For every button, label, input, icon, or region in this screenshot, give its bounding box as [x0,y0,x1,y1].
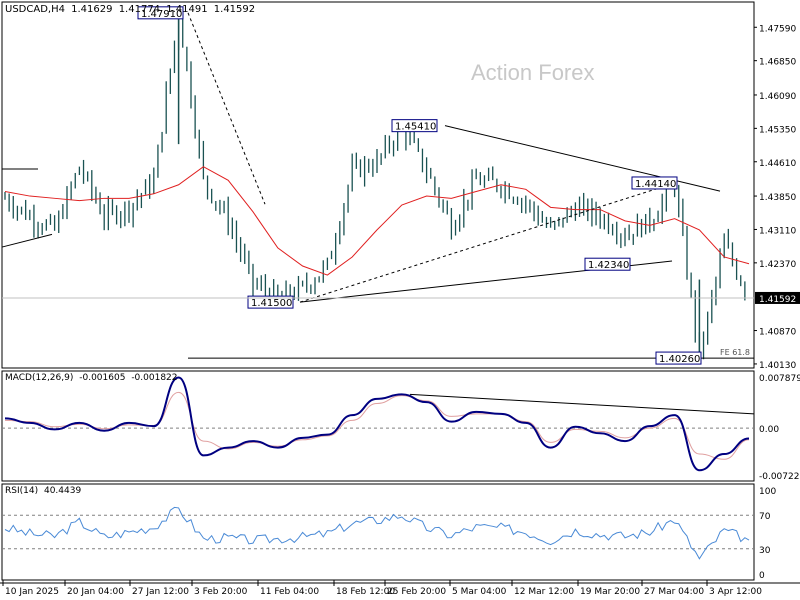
rsi-tick-label: 0 [759,571,765,581]
fe-label: FE 61.8 [720,348,750,357]
macd-main-value: -0.001605 [79,373,126,383]
rsi-tick-label: 70 [759,512,771,522]
price-tick-label: 1.40870 [759,328,796,338]
macd-tick-label: 0.007879 [759,374,800,384]
price-label-late-mar-high: 1.44140 [635,179,676,190]
price-label-apr-low: 1.40260 [659,354,700,365]
watermark: Action Forex [471,60,595,85]
price-tick-label: 1.46850 [759,58,796,68]
macd-divergence-line [409,393,755,415]
current-price-tag [755,291,800,304]
rsi-tick-label: 30 [759,546,771,556]
time-tick-label: 3 Apr 12:00 [709,587,762,597]
time-tick-label: 19 Mar 20:00 [580,587,640,597]
rsi-line [4,506,750,560]
time-tick-label: 27 Mar 04:00 [644,587,704,597]
rsi-tick-label: 100 [759,487,776,497]
time-tick-label: 11 Feb 04:00 [260,587,319,597]
rsi-value: 40.4439 [43,486,82,496]
macd-title: MACD(12,26,9) -0.001605 -0.001822 [5,373,181,383]
symbol-label: USDCAD,H4 [5,4,65,15]
label-box-mar-high [391,119,438,133]
dashed-channel-line [299,182,676,303]
macd-name: MACD(12,26,9) [5,373,74,383]
price-tick-label: 1.43110 [759,226,796,236]
label-box-mar-low [584,257,631,271]
macd-tick-label: -0.007229 [759,472,800,482]
price-tick-label: 1.47590 [759,24,796,34]
price-label-peak: 1.47910 [141,9,182,20]
rsi-title: RSI(14) 40.4439 [5,486,84,496]
retracement-dashed-line [187,12,266,205]
macd-line [4,376,750,472]
price-tick-label: 1.42370 [759,260,796,270]
price-label-mar-high: 1.45410 [395,122,436,133]
time-tick-label: 18 Feb 12:00 [336,587,395,597]
current-price-value: 1.41592 [759,295,796,305]
price-label-mar-low: 1.42340 [588,260,629,271]
price-tick-label: 1.46090 [759,92,796,102]
time-tick-label: 25 Feb 20:00 [387,587,446,597]
trendline-left-bottom [1,233,53,248]
price-panel-frame [1,1,755,369]
label-box-late-mar-high [631,176,678,190]
label-box-feb-low [247,295,294,309]
macd-signal-line [4,391,750,460]
close-value: 1.41592 [213,4,256,15]
time-tick-label: 12 Mar 12:00 [514,587,574,597]
high-value: 1.41774 [118,4,161,15]
moving-average-line [4,166,750,276]
low-value: 1.41491 [166,4,208,15]
macd-panel-frame [1,370,755,482]
time-tick-label: 3 Feb 20:00 [194,587,248,597]
rsi-panel-frame [1,483,755,581]
rsi-name: RSI(14) [5,486,39,496]
label-box-peak [137,6,184,20]
chart-header: USDCAD,H4 1.41629 1.41774 1.41491 1.4159… [5,4,258,15]
open-value: 1.41629 [71,4,113,15]
resistance-trendline [444,125,721,192]
time-tick-label: 27 Jan 12:00 [132,587,189,597]
price-tick-label: 1.40130 [759,361,796,371]
macd-tick-label: 0.00 [759,425,779,435]
label-box-apr-low [655,351,702,365]
price-tick-label: 1.43850 [759,193,796,203]
price-label-feb-low: 1.41500 [251,298,292,309]
time-tick-label: 5 Mar 04:00 [452,587,507,597]
price-tick-label: 1.44610 [759,159,796,169]
price-tick-label: 1.45350 [759,125,796,135]
macd-signal-value: -0.001822 [131,373,178,383]
time-tick-label: 20 Jan 04:00 [67,587,124,597]
time-tick-label: 10 Jan 2025 [5,587,59,597]
